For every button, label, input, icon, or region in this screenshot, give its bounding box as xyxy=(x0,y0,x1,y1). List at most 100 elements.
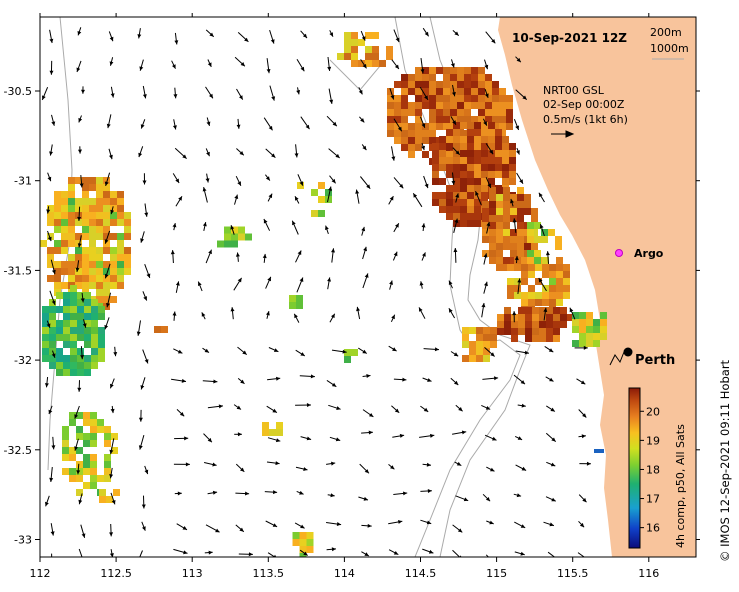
sst-pixel xyxy=(97,419,104,426)
sst-pixel xyxy=(103,184,110,191)
sst-pixel xyxy=(478,95,485,102)
sst-pixel xyxy=(110,191,117,198)
sst-pixel xyxy=(502,136,509,143)
sst-pixel xyxy=(161,326,168,333)
sst-pixel xyxy=(482,229,489,236)
sst-pixel xyxy=(474,171,481,178)
current-vector xyxy=(300,116,310,130)
current-vector xyxy=(202,347,210,354)
sst-pixel xyxy=(481,122,488,129)
current-vector xyxy=(205,249,212,264)
perth-label: Perth xyxy=(635,353,675,368)
sst-pixel xyxy=(460,192,467,199)
current-vector xyxy=(389,88,395,100)
current-vector xyxy=(326,547,337,552)
current-vector xyxy=(140,119,146,129)
sst-pixel xyxy=(495,143,502,150)
sst-pixel xyxy=(98,334,105,341)
colorbar-tick-label: 17 xyxy=(646,493,660,506)
sst-pixel xyxy=(415,67,422,74)
current-vector xyxy=(137,28,142,39)
sst-pixel xyxy=(90,426,97,433)
sst-pixel xyxy=(517,236,524,243)
sst-pixel xyxy=(84,292,91,299)
sst-pixel xyxy=(534,257,541,264)
sst-pixel xyxy=(89,275,96,282)
current-vector xyxy=(142,173,147,185)
current-vector xyxy=(361,430,373,435)
colorbar-tick-label: 19 xyxy=(646,434,660,447)
sst-pixel xyxy=(474,157,481,164)
sst-pixel xyxy=(478,102,485,109)
sst-pixel xyxy=(91,320,98,327)
current-vector xyxy=(296,277,304,293)
sst-pixel xyxy=(96,219,103,226)
current-vector xyxy=(51,436,56,450)
current-vector xyxy=(138,434,145,450)
sst-pixel xyxy=(517,229,524,236)
sst-pixel xyxy=(103,240,110,247)
current-vector xyxy=(76,60,82,73)
current-vector xyxy=(419,116,426,128)
sst-pixel xyxy=(517,201,524,208)
sst-pixel xyxy=(117,191,124,198)
current-vector xyxy=(109,523,114,537)
sst-pixel xyxy=(42,320,49,327)
map-title: 10-Sep-2021 12Z xyxy=(512,31,627,45)
current-vector xyxy=(485,31,496,44)
sst-pixel xyxy=(422,67,429,74)
sst-pixel xyxy=(511,335,518,342)
sst-pixel xyxy=(70,334,77,341)
sst-pixel xyxy=(110,268,117,275)
current-vector xyxy=(262,253,267,263)
sst-pixel xyxy=(387,95,394,102)
sst-pixel xyxy=(103,303,110,310)
sst-pixel xyxy=(439,164,446,171)
sst-pixel xyxy=(89,177,96,184)
sst-pixel xyxy=(488,122,495,129)
sst-pixel xyxy=(77,292,84,299)
sst-pixel xyxy=(464,109,471,116)
current-vector xyxy=(144,203,149,217)
sst-pixel xyxy=(471,74,478,81)
sst-pixel xyxy=(103,219,110,226)
sst-pixel xyxy=(502,150,509,157)
current-vector xyxy=(455,193,460,203)
current-vector xyxy=(420,58,425,74)
sst-pixel xyxy=(539,307,546,314)
sst-pixel xyxy=(469,348,476,355)
current-vector xyxy=(486,466,495,472)
sst-pixel xyxy=(54,268,61,275)
sst-pixel xyxy=(450,102,457,109)
current-vector xyxy=(104,317,110,330)
current-vector xyxy=(578,494,587,503)
sst-pixel xyxy=(446,157,453,164)
sst-pixel xyxy=(467,157,474,164)
sst-pixel xyxy=(56,348,63,355)
sst-pixel xyxy=(506,109,513,116)
sst-pixel xyxy=(531,243,538,250)
sst-pixel xyxy=(394,130,401,137)
sst-pixel xyxy=(482,201,489,208)
sst-pixel xyxy=(511,321,518,328)
sst-pixel xyxy=(457,74,464,81)
current-scale-label: 0.5m/s (1kt 6h) xyxy=(543,113,628,126)
current-vector xyxy=(78,493,83,505)
sst-pixel xyxy=(464,116,471,123)
sst-pixel xyxy=(96,226,103,233)
current-vector xyxy=(515,464,527,471)
current-vector xyxy=(41,87,49,101)
sst-pixel xyxy=(586,326,593,333)
sst-pixel xyxy=(563,285,570,292)
current-vector xyxy=(266,405,278,414)
sst-pixel xyxy=(460,164,467,171)
sst-pixel xyxy=(96,268,103,275)
sst-pixel xyxy=(474,143,481,150)
sst-pixel xyxy=(325,189,332,196)
sst-pixel xyxy=(497,314,504,321)
current-vector xyxy=(44,376,49,388)
current-vector xyxy=(327,186,332,203)
sst-pixel xyxy=(510,243,517,250)
sst-pixel xyxy=(572,312,579,319)
sst-pixel xyxy=(76,426,83,433)
